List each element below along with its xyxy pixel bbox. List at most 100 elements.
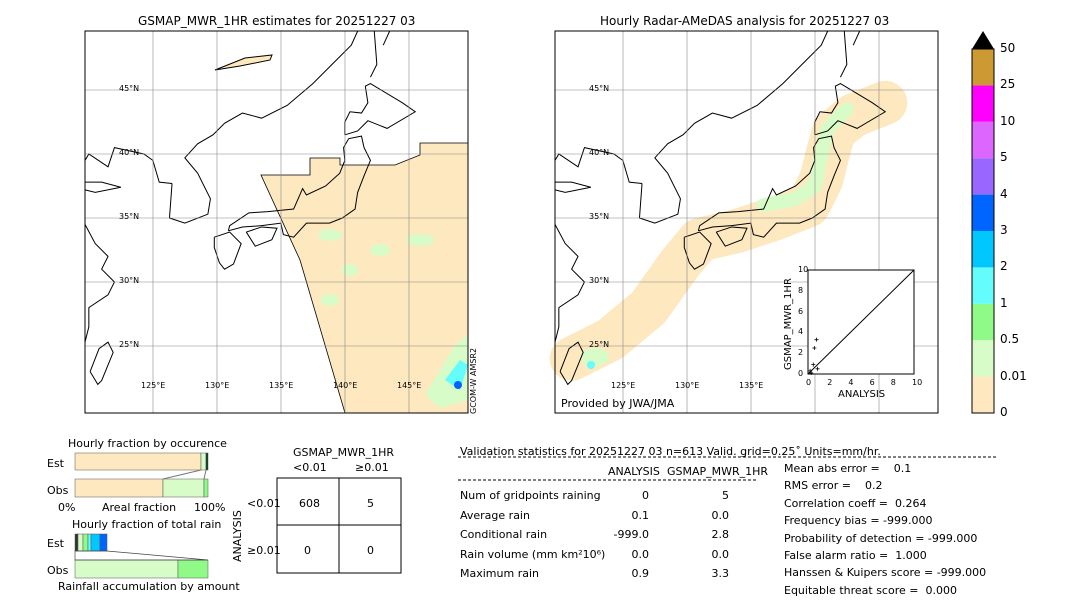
est-seg <box>87 533 92 552</box>
stats-header: Validation statistics for 20251227 03 n=… <box>460 445 881 458</box>
inset-x-tick: 8 <box>890 378 896 387</box>
rain-area-cyan <box>445 360 468 390</box>
colorbar-label: 0.5 <box>1000 332 1020 347</box>
colorbar-label: 1 <box>1000 295 1008 310</box>
colorbar-label: 10 <box>1000 113 1016 128</box>
obs-moderate-rain <box>177 559 209 579</box>
inset-y-tick: 0 <box>798 369 804 378</box>
est-seg <box>77 533 84 552</box>
colorbar-label: 25 <box>1000 77 1016 92</box>
stat-analysis: 0.1 <box>631 508 650 522</box>
stat-name: Maximum rain <box>460 567 539 580</box>
coastline <box>839 31 848 78</box>
stats-col-gsmap: GSMAP_MWR_1HR <box>667 465 769 478</box>
colorbar-segment <box>972 376 994 413</box>
lat-label: 45°N <box>119 84 140 93</box>
coastline <box>369 31 378 78</box>
coastline <box>554 181 591 193</box>
lon-label: 130°E <box>205 381 230 390</box>
stats-col-analysis: ANALYSIS <box>608 465 660 478</box>
inset-x-tick: 2 <box>827 378 833 387</box>
inset-x-tick: 4 <box>848 378 854 387</box>
coastline <box>814 83 887 136</box>
rain-accum-label: Rainfall accumulation by amount <box>58 580 240 593</box>
colorbar-label: 4 <box>1000 186 1008 201</box>
score-line: Frequency bias = -999.000 <box>784 514 933 528</box>
lon-label: 125°E <box>611 381 636 390</box>
cell-false-alarm: 5 <box>367 497 374 510</box>
left-map-frame <box>84 30 469 414</box>
right-map <box>549 30 939 414</box>
coastline <box>683 231 712 270</box>
stat-analysis: 0 <box>642 489 649 502</box>
stat-name: Average rain <box>460 508 530 522</box>
est-heavy <box>205 452 209 471</box>
contingency-title: GSMAP_MWR_1HR <box>293 446 395 459</box>
obs-light <box>162 478 205 498</box>
coastline <box>382 30 391 46</box>
inset-x-tick: 10 <box>912 378 923 387</box>
obs-moderate <box>203 478 209 498</box>
stat-analysis: 0.9 <box>631 567 650 580</box>
inset-y-tick: 6 <box>798 306 804 316</box>
left-map-title: GSMAP_MWR_1HR estimates for 20251227 03 <box>138 14 416 28</box>
scatter-point <box>811 362 816 367</box>
score-line: False alarm ratio = 1.000 <box>784 549 927 562</box>
lon-label: 130°E <box>675 381 700 390</box>
x0-label: 0% <box>58 501 76 514</box>
coastline <box>554 147 643 184</box>
coastline <box>715 226 748 247</box>
lat-label: 25°N <box>589 340 610 349</box>
inset-ylabel: GSMAP_MWR_1HR <box>783 278 794 370</box>
coastline <box>84 147 173 184</box>
est-light <box>200 452 207 471</box>
coastline <box>697 135 841 238</box>
col2-label: ≥0.01 <box>355 461 389 474</box>
right-map-title: Hourly Radar-AMeDAS analysis for 2025122… <box>600 14 890 28</box>
est-seg <box>74 533 79 552</box>
est-seg <box>90 533 101 552</box>
inset-xlabel: ANALYSIS <box>838 389 886 400</box>
lon-label: 125°E <box>141 381 166 390</box>
obs-label-2: Obs <box>47 564 69 577</box>
lat-label: 30°N <box>119 276 140 285</box>
inset-y-tick: 8 <box>798 285 804 295</box>
coastline <box>89 341 114 386</box>
credit-label: Provided by JWA/JMA <box>561 397 675 410</box>
colorbar-segment <box>972 121 994 159</box>
scatter-point <box>812 346 817 350</box>
inset-y-tick: 4 <box>798 327 804 337</box>
inset-x-tick: 6 <box>869 378 875 387</box>
col1-label: <0.01 <box>293 461 327 474</box>
coastline <box>638 30 829 224</box>
colorbar-segment <box>972 194 994 231</box>
coastline <box>559 341 584 386</box>
light-rain-band <box>756 102 854 213</box>
coastline <box>84 181 121 193</box>
colorbar-label: 50 <box>1000 41 1016 55</box>
colorbar-label: 0.01 <box>1000 368 1027 383</box>
stat-name: Conditional rain <box>460 528 548 541</box>
colorbar-segment <box>972 49 994 86</box>
stat-gsmap: 3.3 <box>711 567 730 580</box>
colorbar-label: 0 <box>1000 405 1008 419</box>
obs-label: Obs <box>47 484 69 497</box>
lat-label: 35°N <box>589 212 610 221</box>
stat-gsmap: 0.0 <box>711 547 730 561</box>
score-line: RMS error = 0.2 <box>784 479 883 493</box>
score-line: Correlation coeff = 0.264 <box>784 496 927 510</box>
cell-hit: 0 <box>367 544 374 557</box>
diagonal-line <box>807 269 915 375</box>
coastline <box>852 30 861 46</box>
lat-label: 35°N <box>119 212 140 221</box>
connector <box>203 469 207 480</box>
colorbar-label: 3 <box>1000 223 1008 237</box>
stat-analysis: -999.0 <box>613 528 649 541</box>
obs-none <box>74 478 164 498</box>
colorbar-label: 5 <box>1000 150 1008 165</box>
stat-gsmap: 0.0 <box>711 508 730 522</box>
colorbar-segment <box>972 340 994 377</box>
light-rain-area <box>318 229 342 241</box>
